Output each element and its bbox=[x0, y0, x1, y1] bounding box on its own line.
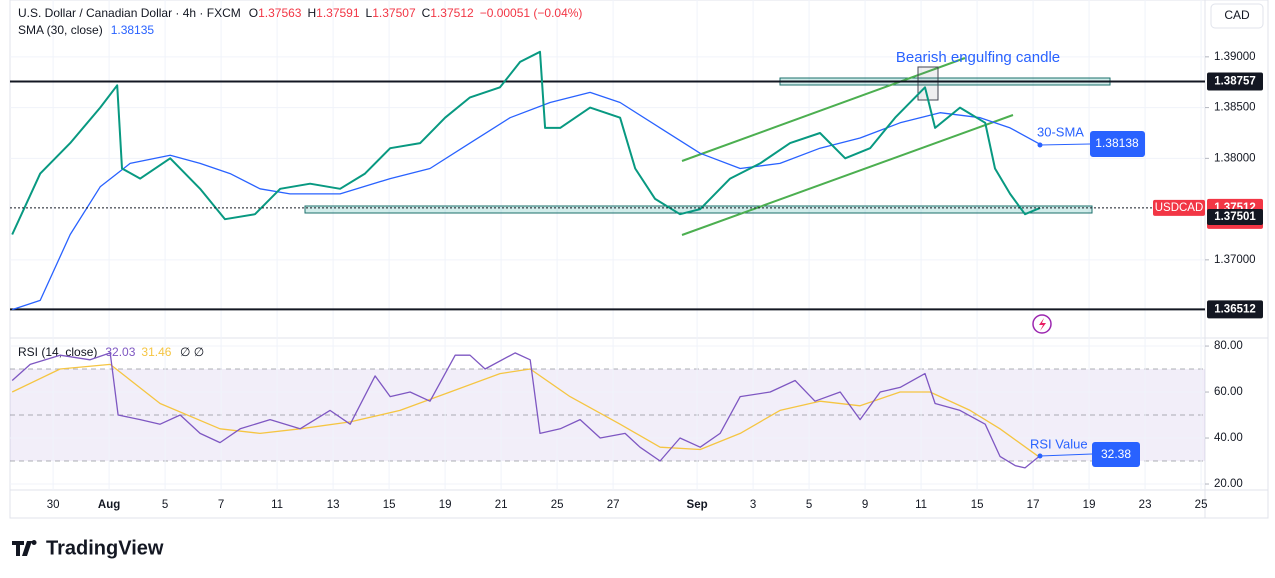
header-main: U.S. Dollar / Canadian Dollar · 4h · FXC… bbox=[18, 6, 582, 20]
x-tick-label: 13 bbox=[327, 499, 340, 511]
series-line bbox=[11, 352, 1041, 469]
x-tick-label: 15 bbox=[383, 499, 396, 511]
x-tick-label: 7 bbox=[218, 499, 224, 511]
header-item: −0.00051 (−0.04%) bbox=[480, 6, 583, 20]
level-label: 1.38757 bbox=[1214, 76, 1256, 88]
y-tick-label: 1.37000 bbox=[1214, 254, 1256, 266]
header-sma: SMA (30, close) 1.38135 bbox=[18, 23, 154, 37]
frame bbox=[9, 0, 1269, 519]
brand: TradingView bbox=[46, 537, 164, 559]
current-price-box bbox=[1153, 199, 1205, 216]
y-tick-label: 1.38000 bbox=[1214, 152, 1256, 164]
rsi-value: 32.38 bbox=[1101, 447, 1131, 461]
header-item: 1.37591 bbox=[316, 6, 360, 20]
header-rsi: RSI (14, close) 32.03 31.46 bbox=[18, 345, 172, 359]
y-tick-label: 20.00 bbox=[1214, 478, 1243, 490]
x-tick-label: 23 bbox=[1139, 499, 1152, 511]
sma-pointer bbox=[1039, 143, 1091, 146]
rsi-pointer-dot bbox=[1037, 453, 1043, 459]
x-tick-label: 21 bbox=[495, 499, 508, 511]
grid-layer bbox=[10, 0, 1205, 490]
currency-box[interactable] bbox=[1210, 3, 1264, 29]
header-item: U.S. Dollar / Canadian Dollar · 4h · FXC… bbox=[18, 6, 241, 20]
y-tick-label: 60.00 bbox=[1214, 386, 1243, 398]
rsi-pointer bbox=[1039, 453, 1093, 457]
y-tick-label: 1.38500 bbox=[1214, 102, 1256, 114]
header-item: L bbox=[366, 6, 373, 20]
level-label-box bbox=[1207, 300, 1263, 319]
header-item: C bbox=[422, 6, 431, 20]
logo-mark bbox=[12, 540, 37, 556]
currency: CAD bbox=[1224, 8, 1250, 22]
visibility-icon: ∅ ∅ bbox=[180, 345, 204, 359]
event-icon[interactable] bbox=[1032, 314, 1052, 334]
header-item: 1.38135 bbox=[111, 23, 155, 37]
rsi-band-layer bbox=[10, 368, 1205, 462]
header-item: O bbox=[249, 6, 258, 20]
level-label: 1.36512 bbox=[1214, 303, 1256, 315]
x-tick-label: 3 bbox=[750, 499, 756, 511]
y-tick-label: 1.39000 bbox=[1214, 51, 1256, 63]
symbol-label: USDCAD bbox=[1155, 202, 1204, 214]
x-tick-label: 11 bbox=[915, 499, 927, 511]
candle-highlight bbox=[917, 66, 939, 101]
y-tick-label: 40.00 bbox=[1214, 432, 1243, 444]
pattern-note: Bearish engulfing candle bbox=[896, 49, 1060, 66]
series-line bbox=[11, 91, 1041, 311]
header-item: 1.37512 bbox=[430, 6, 474, 20]
header-item: SMA (30, close) bbox=[18, 23, 103, 37]
x-tick-label: 15 bbox=[971, 499, 984, 511]
bid-label: 1.37501 bbox=[1214, 211, 1256, 223]
header-item: H bbox=[307, 6, 316, 20]
x-tick-label: 27 bbox=[607, 499, 620, 511]
rsi-value-box bbox=[1092, 442, 1140, 467]
header-item: 1.37563 bbox=[258, 6, 302, 20]
header-item: RSI (14, close) bbox=[18, 345, 97, 359]
x-tick-label: Sep bbox=[687, 499, 708, 511]
sma-pointer-dot bbox=[1037, 142, 1043, 148]
x-tick-label: 17 bbox=[1027, 499, 1040, 511]
x-tick-label: 25 bbox=[551, 499, 564, 511]
sma-value: 1.38138 bbox=[1095, 136, 1139, 150]
sma-note: 30-SMA bbox=[1037, 124, 1084, 139]
event-bolt bbox=[1039, 318, 1046, 331]
x-tick-label: 25 bbox=[1195, 499, 1208, 511]
series-line bbox=[11, 50, 1041, 235]
sma-value-box bbox=[1090, 131, 1145, 157]
header-item: 1.37507 bbox=[372, 6, 416, 20]
header-item: 31.46 bbox=[141, 345, 171, 359]
logo: TradingView bbox=[12, 537, 164, 559]
x-tick-label: 11 bbox=[271, 499, 283, 511]
x-tick-label: Aug bbox=[98, 499, 120, 511]
y-tick-label: 80.00 bbox=[1214, 340, 1243, 352]
x-tick-label: 30 bbox=[47, 499, 60, 511]
channel-lower bbox=[681, 114, 1014, 236]
x-tick-label: 19 bbox=[1083, 499, 1096, 511]
x-tick-label: 5 bbox=[806, 499, 812, 511]
x-tick-label: 19 bbox=[439, 499, 452, 511]
rsi-note: RSI Value bbox=[1030, 436, 1088, 451]
series-line bbox=[11, 363, 1041, 459]
bid-box bbox=[1207, 208, 1263, 225]
x-tick-label: 9 bbox=[862, 499, 868, 511]
level-label-box bbox=[1207, 72, 1263, 91]
header-item: 32.03 bbox=[105, 345, 135, 359]
x-tick-label: 5 bbox=[162, 499, 168, 511]
